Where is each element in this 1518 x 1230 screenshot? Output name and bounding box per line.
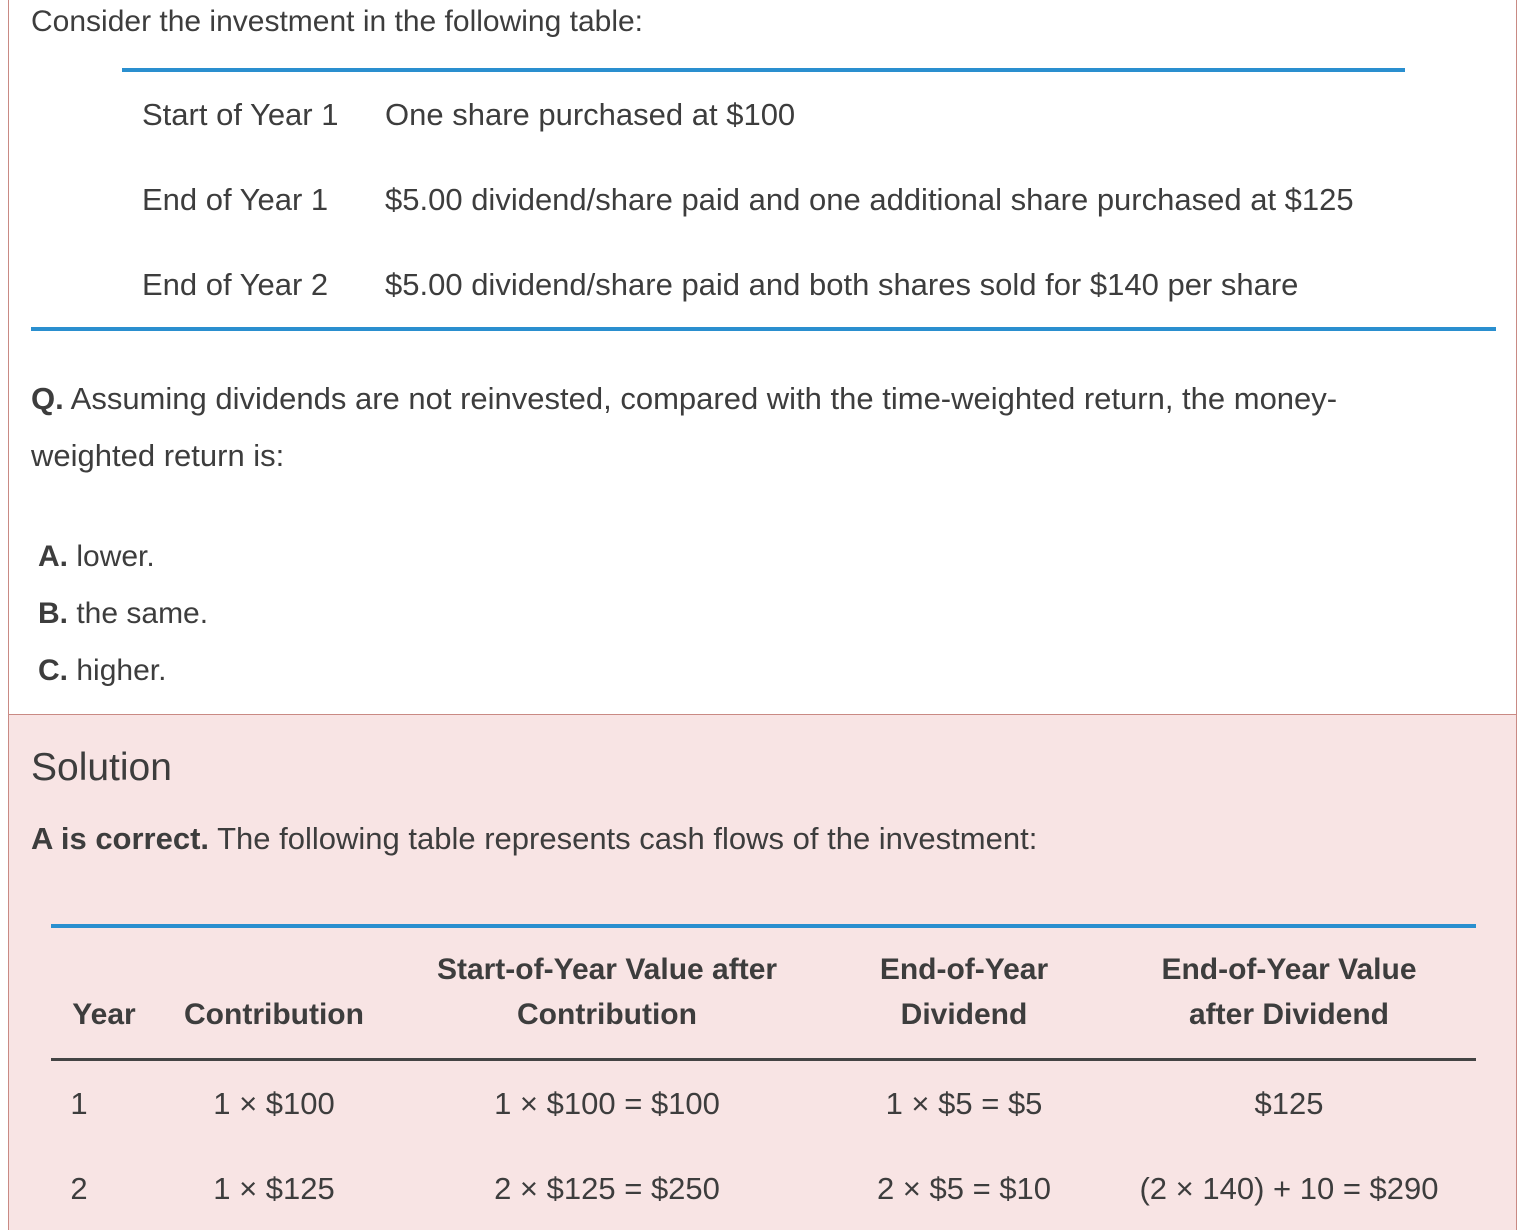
header-year: Year [72,998,136,1031]
option-a[interactable]: A. lower. [38,528,208,585]
schedule-event: $5.00 dividend/share paid and both share… [385,267,1299,302]
cell-dividend: 2 × $5 = $10 [876,1171,1052,1206]
question-label: Q. [31,381,64,416]
header-end-value: End-of-Year Value after Dividend [1161,953,1417,1031]
answer-options: A. lower. B. the same. C. higher. [38,528,208,699]
question-prompt: Q. Assuming dividends are not reinvested… [31,370,1431,484]
option-letter: B. [38,597,68,630]
correct-answer: A is correct. [31,821,210,856]
option-text: lower. [76,540,155,573]
cell-dividend: 1 × $5 = $5 [885,1086,1043,1121]
question-panel: Consider the investment in the following… [8,0,1517,714]
table-bottom-rule [31,327,1496,331]
option-letter: C. [38,654,68,687]
table-top-rule [122,68,1405,72]
cashflow-table-top-rule [51,924,1476,928]
cell-contribution: 1 × $125 [213,1171,335,1206]
solution-panel: Solution A is correct. The following tab… [8,714,1517,1230]
solution-lead: A is correct. The following table repres… [31,819,1037,859]
schedule-event: $5.00 dividend/share paid and one additi… [385,182,1354,217]
option-text: higher. [76,654,167,687]
question-intro: Consider the investment in the following… [31,5,644,38]
schedule-event: One share purchased at $100 [385,97,796,132]
option-b[interactable]: B. the same. [38,585,208,642]
option-text: the same. [76,597,209,630]
schedule-time: End of Year 2 [142,267,329,302]
header-dividend: End-of-Year Dividend [879,953,1049,1031]
question-body: Assuming dividends are not reinvested, c… [31,381,1338,473]
solution-lead-text: The following table represents cash flow… [217,821,1038,856]
solution-title: Solution [31,746,172,789]
option-letter: A. [38,540,68,573]
header-contribution: Contribution [184,998,364,1031]
schedule-time: Start of Year 1 [142,97,339,132]
cashflow-header-rule [51,1058,1476,1061]
option-c[interactable]: C. higher. [38,642,208,699]
cell-year: 2 [70,1171,88,1206]
schedule-time: End of Year 1 [142,182,329,217]
cell-contribution: 1 × $100 [213,1086,335,1121]
cell-end-value: (2 × 140) + 10 = $290 [1139,1171,1439,1206]
cell-year: 1 [70,1086,88,1121]
cell-start-value: 1 × $100 = $100 [494,1086,720,1121]
cell-end-value: $125 [1254,1086,1324,1121]
cell-start-value: 2 × $125 = $250 [494,1171,720,1206]
header-start-value: Start-of-Year Value after Contribution [436,953,778,1031]
